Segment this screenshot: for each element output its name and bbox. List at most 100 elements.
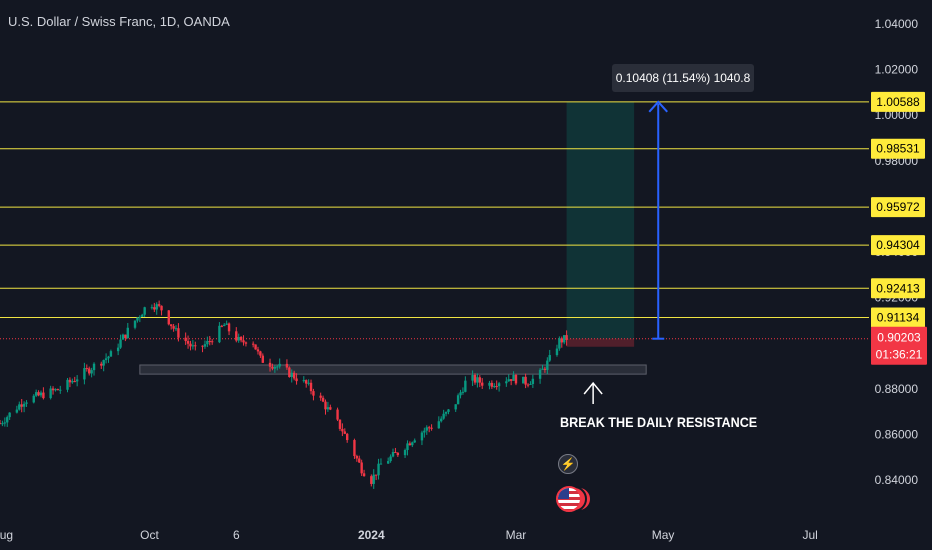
candle-body — [254, 344, 257, 350]
level-label-bg-5 — [871, 307, 925, 328]
candle-body — [394, 451, 397, 453]
candle-body — [459, 392, 462, 396]
candle-body — [372, 474, 375, 484]
candle-body — [92, 363, 96, 371]
candle-body — [411, 442, 414, 446]
candle-body — [396, 452, 400, 456]
candle-body — [172, 326, 175, 329]
level-label-3: 0.94304 — [876, 238, 920, 252]
candle-body — [427, 427, 431, 429]
level-label-bg-3 — [871, 235, 925, 256]
candle-body — [42, 392, 45, 399]
candle-body — [456, 395, 460, 405]
candle-body — [425, 427, 428, 431]
candle-body — [481, 382, 484, 386]
candle-body — [0, 423, 2, 425]
candle-body — [235, 331, 238, 341]
candle-body — [403, 450, 407, 456]
level-label-4: 0.92413 — [876, 281, 920, 295]
measure-arrow-head — [648, 100, 668, 113]
candle-body — [548, 355, 551, 361]
candle-body — [102, 360, 105, 366]
candle-body — [326, 407, 330, 410]
candle-body — [292, 372, 296, 379]
candle-body — [437, 421, 441, 429]
y-tick-label-0: 0.84000 — [875, 473, 919, 487]
us-flag-icon[interactable] — [556, 486, 592, 514]
candle-body — [71, 381, 74, 383]
candle-body — [509, 379, 513, 381]
candle-body — [138, 316, 142, 318]
price-badge — [871, 326, 927, 365]
candle-body — [336, 409, 339, 420]
candle-body — [473, 375, 477, 383]
candle-body — [522, 376, 525, 384]
candle-body — [169, 324, 173, 327]
candle-body — [497, 383, 501, 387]
candle-body — [346, 433, 349, 441]
candle-body — [177, 328, 180, 338]
candle-body — [208, 341, 211, 343]
candle-body — [454, 404, 457, 410]
candle-body — [538, 369, 542, 379]
candle-body — [374, 474, 378, 476]
candle-body — [558, 338, 561, 349]
candle-body — [389, 456, 392, 462]
x-tick-label-2: 6 — [233, 528, 240, 542]
candle-body — [309, 382, 313, 392]
candle-body — [278, 363, 281, 367]
candle-body — [194, 345, 197, 347]
candle-body — [75, 379, 79, 382]
candle-body — [153, 307, 156, 310]
candle-body — [271, 366, 274, 369]
candle-body — [430, 427, 433, 429]
candle-body — [379, 463, 383, 465]
candle-body — [305, 380, 308, 384]
candle-body — [66, 379, 69, 390]
candle-body — [73, 381, 76, 383]
x-tick-label-0: Aug — [0, 528, 13, 542]
candle-body — [126, 327, 129, 339]
stop-zone — [566, 338, 635, 347]
up-arrow-icon — [583, 381, 603, 404]
candle-body — [471, 375, 474, 381]
candle-body — [20, 404, 23, 407]
candle-body — [476, 377, 479, 383]
candle-body — [107, 356, 110, 359]
level-label-bg-4 — [871, 278, 925, 299]
candle-body — [83, 368, 86, 380]
candle-body — [307, 382, 310, 384]
support-zone — [139, 364, 647, 375]
candle-body — [490, 382, 494, 387]
candle-body — [526, 384, 530, 386]
candle-body — [444, 411, 448, 414]
candle-body — [259, 351, 262, 356]
candle-body — [319, 395, 322, 398]
lightning-icon[interactable]: ⚡ — [558, 454, 578, 474]
candle-body — [191, 345, 195, 347]
candle-body — [189, 343, 192, 347]
candle-body — [276, 366, 279, 368]
candle-body — [488, 382, 491, 386]
candle-body — [39, 392, 43, 396]
candle-body — [386, 461, 390, 464]
candle-body — [362, 473, 366, 477]
candle-body — [174, 328, 178, 330]
candle-body — [206, 341, 209, 345]
candle-body — [8, 412, 11, 418]
candle-body — [531, 378, 535, 385]
y-tick-label-9: 1.04000 — [875, 17, 919, 31]
candle-body — [442, 413, 445, 419]
candle-body — [49, 388, 52, 399]
price-badge-countdown: 01:36:21 — [876, 348, 923, 362]
candle-body — [512, 374, 515, 381]
candle-body — [227, 323, 231, 332]
candle-body — [391, 451, 395, 457]
candle-body — [560, 338, 563, 343]
candle-body — [546, 360, 549, 370]
candle-body — [541, 368, 544, 370]
candle-body — [370, 476, 373, 484]
candle-body — [413, 440, 416, 443]
candle-body — [184, 337, 187, 342]
